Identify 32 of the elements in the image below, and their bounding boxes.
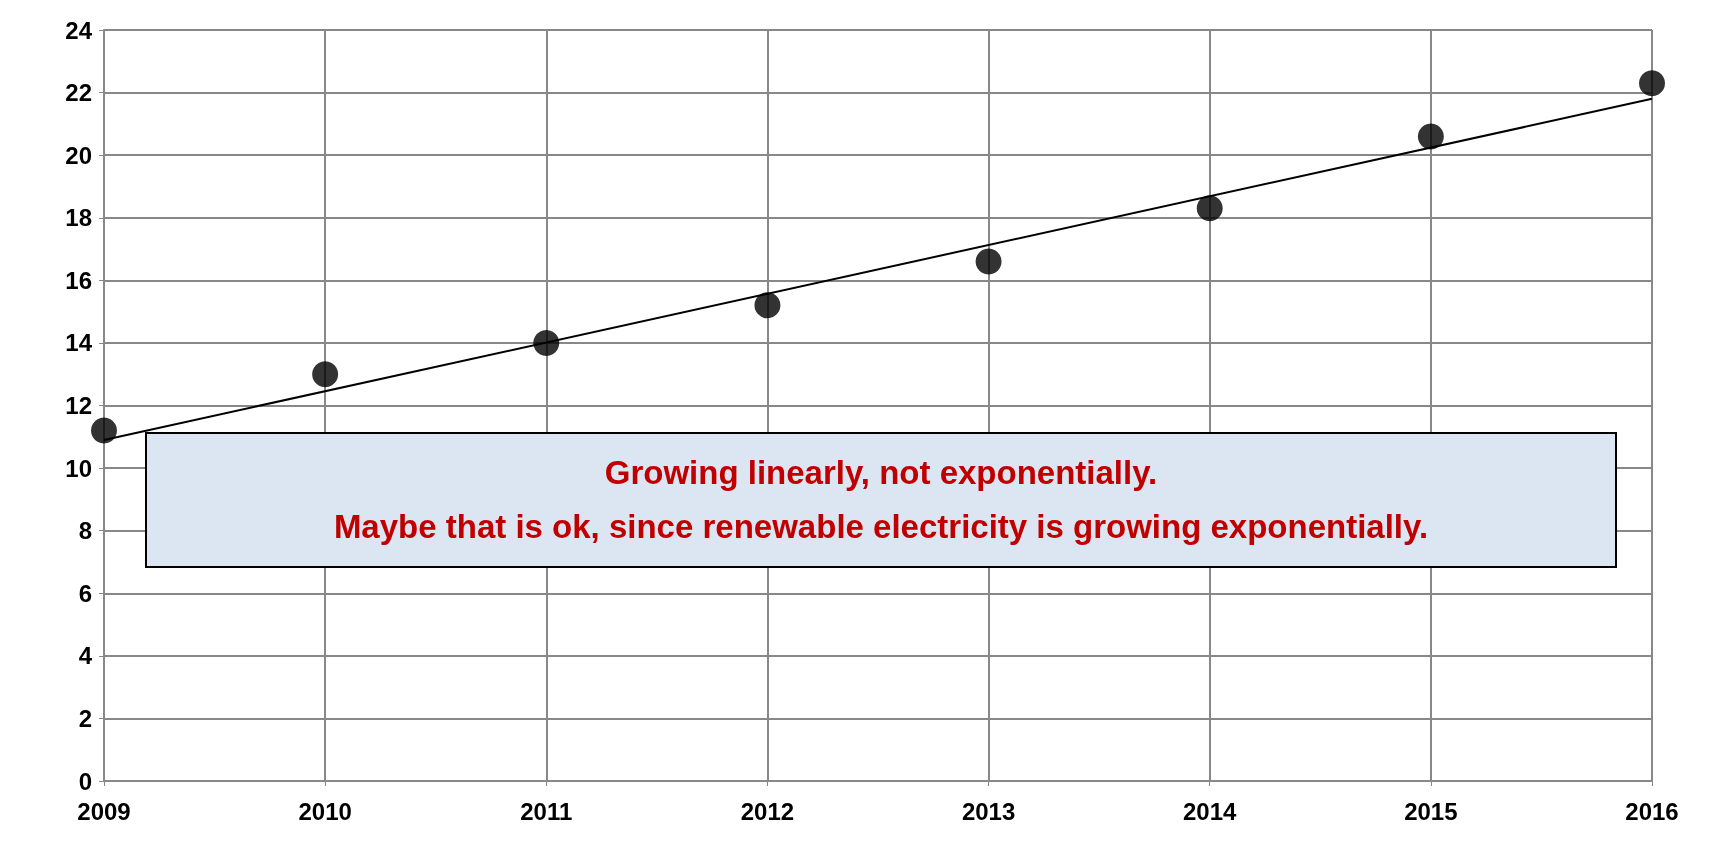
x-tick-label: 2011 [520, 797, 573, 825]
y-tick-label: 22 [65, 79, 92, 107]
y-tick-label: 24 [65, 16, 93, 44]
point [312, 361, 339, 388]
note-box: Growing linearly, not exponentially. Maybe that is ok, since renewable electricity is growing exponentially. [145, 432, 1617, 568]
x-tick-label: 2013 [961, 797, 1016, 825]
y-tick-label: 8 [78, 517, 92, 545]
y-tick-label: 20 [65, 141, 92, 169]
point [754, 292, 781, 319]
x-tick-label: 2014 [1183, 797, 1238, 825]
y-tick-label: 2 [78, 704, 92, 732]
y-tick-label: 12 [65, 392, 92, 419]
x-tick-label: 2012 [740, 797, 795, 825]
y-tick-label: 14 [65, 329, 93, 357]
annotation: Growing linearly, not exponentially. [604, 453, 1158, 493]
annotation: Maybe that is ok, since renewable electricity is growing exponentially. [333, 507, 1429, 547]
y-tick-label: 16 [65, 266, 92, 294]
point [1417, 123, 1444, 150]
point [91, 417, 117, 444]
point [1639, 70, 1665, 97]
x-tick-label: 2009 [77, 797, 131, 825]
y-tick-label: 4 [78, 642, 93, 670]
point [533, 329, 560, 356]
point [975, 248, 1002, 275]
y-tick-label: 18 [65, 204, 92, 232]
y-tick-label: 0 [78, 767, 92, 795]
x-tick-label: 2016 [1625, 797, 1679, 825]
point [1196, 195, 1223, 222]
x-tick-label: 2015 [1404, 797, 1458, 825]
y-tick-label: 6 [78, 579, 92, 607]
y-tick-label: 10 [65, 454, 92, 482]
x-tick-label: 2010 [298, 797, 352, 825]
